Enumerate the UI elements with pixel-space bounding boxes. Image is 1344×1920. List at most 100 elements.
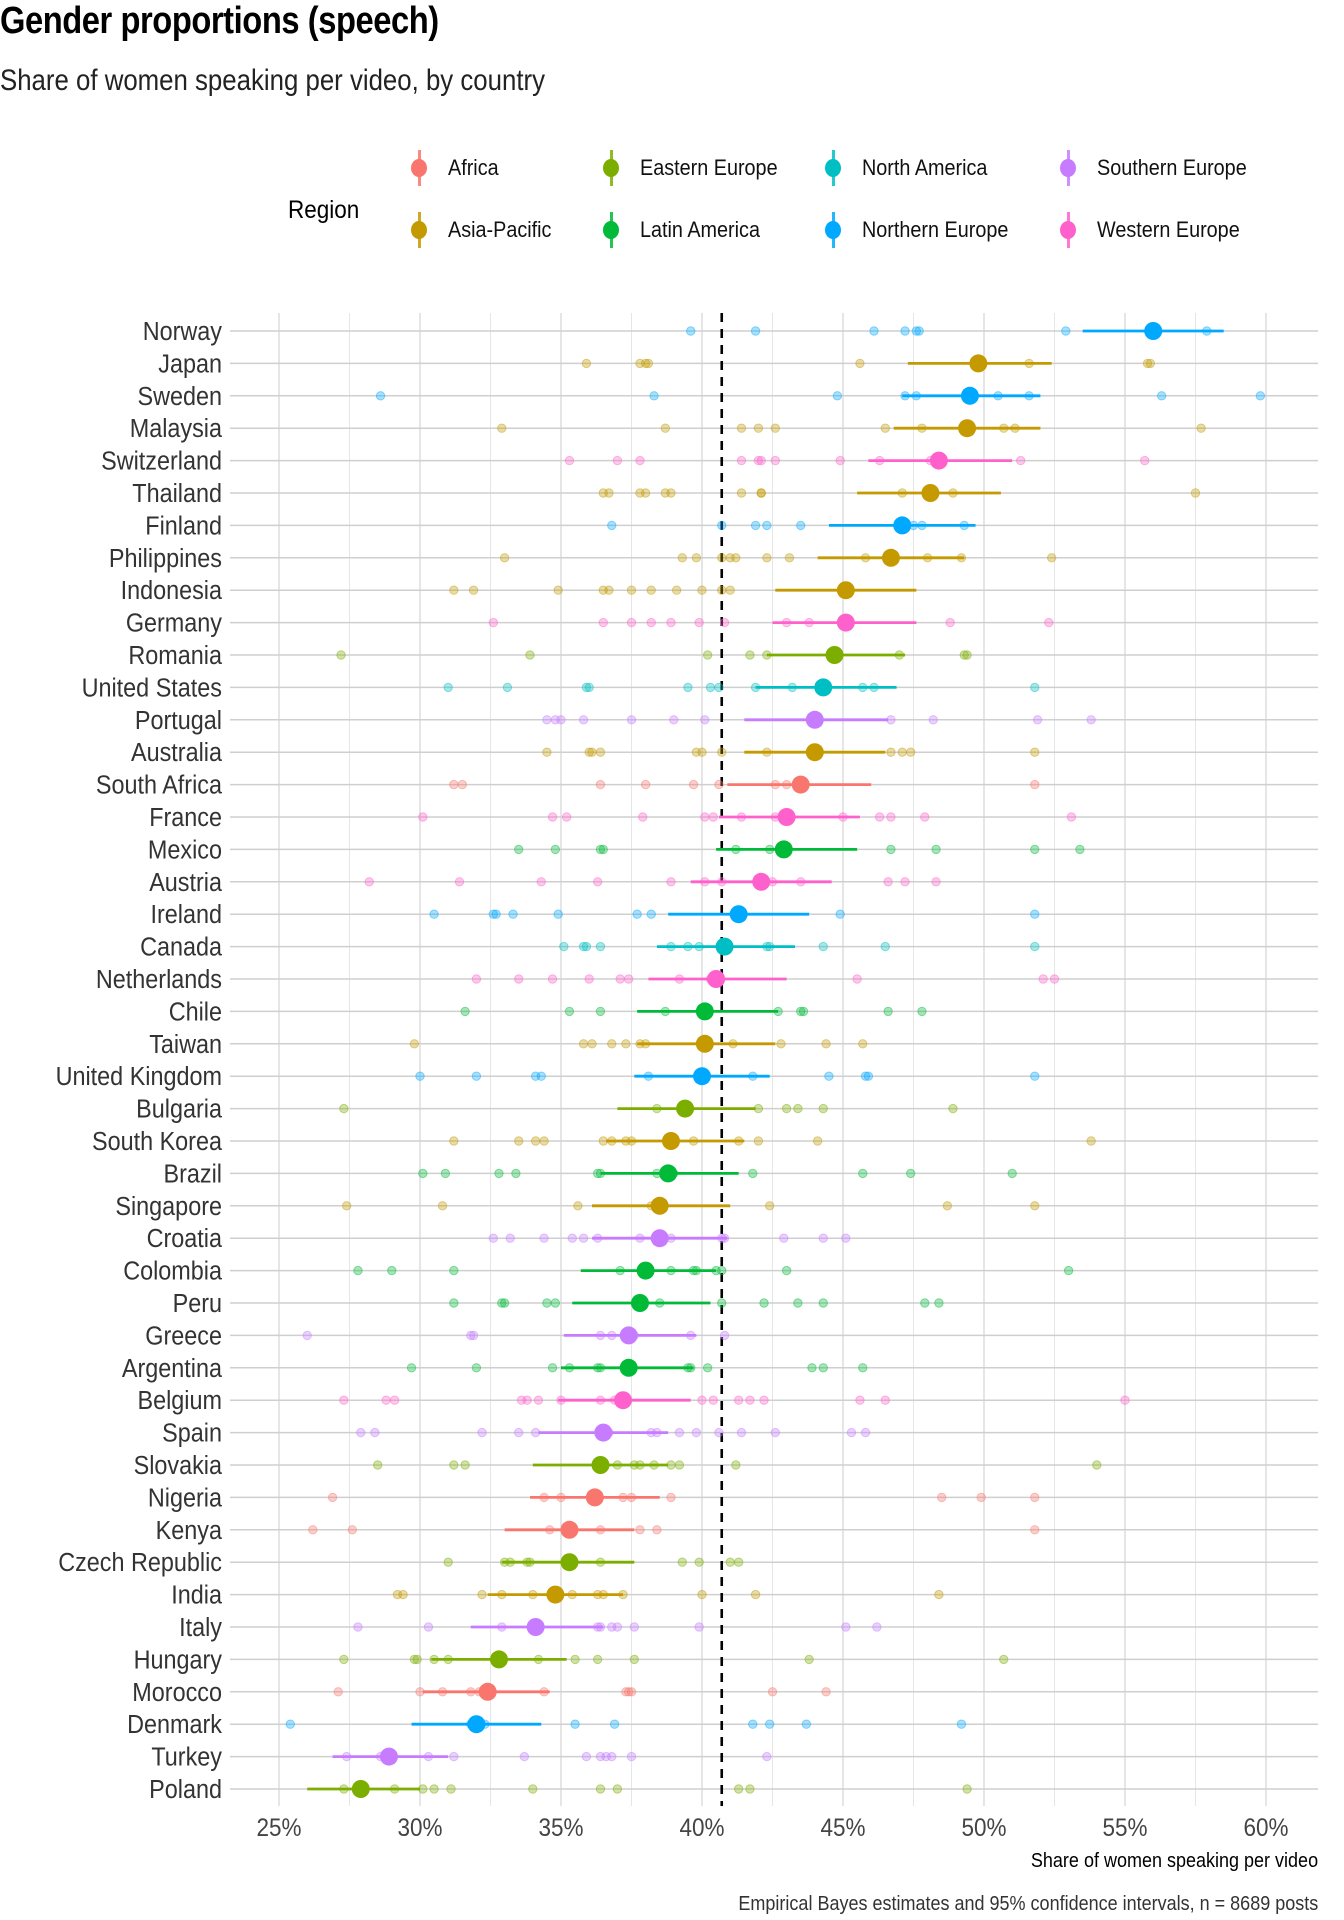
y-tick-label: Netherlands [96,966,222,994]
legend-key-icon [404,212,434,248]
legend-title: Region [288,196,360,224]
observation-point [748,1168,758,1179]
legend-label: Eastern Europe [640,155,778,180]
legend-item: North America [818,150,1001,186]
observation-point [477,1427,487,1438]
observation-point [905,747,916,757]
observation-point [440,1168,451,1179]
country-group [333,1682,831,1701]
observation-point [674,1460,685,1470]
country-group [375,386,1266,405]
observation-point [1145,358,1156,369]
observation-point [733,1784,744,1794]
observation-point [798,1006,809,1017]
observation-point [556,715,566,725]
y-tick-label: Mexico [148,836,222,864]
observation-point [750,1589,761,1600]
observation-point [931,877,941,887]
observation-point [497,423,507,433]
country-group [418,1164,1017,1183]
observation-point [1030,779,1040,790]
observation-point [694,1557,704,1567]
observation-point [612,1622,623,1632]
country-group [499,548,1057,567]
country-group [559,937,1040,956]
observation-point [869,326,879,336]
legend-label: Africa [448,155,499,180]
observation-point [505,1233,515,1243]
observation-point [598,585,608,595]
observation-point [736,488,747,498]
observation-point [976,1492,986,1503]
point-estimate [489,1650,508,1669]
y-tick-label: Japan [158,350,222,378]
observation-point [807,1363,817,1373]
point-estimate [546,1585,565,1604]
chart-caption: Empirical Bayes estimates and 95% confid… [738,1893,1318,1915]
observation-point [477,1589,487,1600]
point-estimate [695,1002,714,1021]
observation-point [671,585,682,595]
observation-point [530,1136,541,1146]
point-estimate [661,1132,680,1150]
observation-point [1061,326,1071,336]
observation-point [688,779,699,790]
observation-point [796,520,806,531]
y-tick-label: Indonesia [121,577,223,605]
y-tick-label: Portugal [135,707,222,735]
observation-point [471,1363,482,1373]
y-tick-label: Switzerland [101,448,222,476]
observation-point [595,747,606,757]
observation-point [745,1395,755,1405]
observation-point [468,585,479,595]
point-estimate [791,775,810,794]
observation-point [753,423,764,433]
observation-point [1030,1525,1040,1535]
observation-point [1156,391,1167,401]
observation-point [570,1719,580,1729]
point-estimate [825,646,844,664]
observation-point [302,1330,312,1341]
point-estimate [695,1034,714,1053]
observation-point [471,1071,482,1081]
observation-point [779,1233,789,1243]
observation-point [717,1265,727,1276]
y-tick-label: Singapore [115,1193,222,1221]
y-tick-label: United States [82,674,222,702]
observation-point [855,1395,865,1405]
point-estimate [467,1715,486,1734]
observation-point [285,1719,295,1729]
observation-point [615,974,625,984]
point-estimate [619,1326,638,1345]
observation-point [858,1168,868,1179]
observation-point [731,1460,741,1470]
observation-point [640,779,651,790]
country-group [307,1780,972,1798]
observation-point [841,1233,851,1243]
observation-point [883,877,893,887]
observation-point [714,682,724,693]
point-estimate [707,970,726,988]
observation-point [1030,1201,1040,1211]
observation-point [753,455,764,466]
observation-point [550,715,561,725]
observation-point [449,585,459,595]
observation-point [381,1395,391,1405]
observation-point [623,1687,634,1697]
observation-point [412,1654,422,1665]
observation-point [756,488,766,498]
point-estimate [805,743,824,762]
observation-point [389,1395,400,1405]
chart-title: Gender proportions (speech) [0,0,439,42]
observation-point [1030,1492,1040,1503]
legend-item: Latin America [596,212,773,248]
y-tick-label: Czech Republic [58,1549,222,1577]
observation-point [999,1654,1009,1665]
observation-point [522,1395,532,1405]
observation-point [1086,1136,1096,1146]
legend-item: Western Europe [1053,212,1256,248]
observation-point [784,553,795,563]
observation-point [821,1687,831,1697]
observation-point [339,1654,349,1665]
